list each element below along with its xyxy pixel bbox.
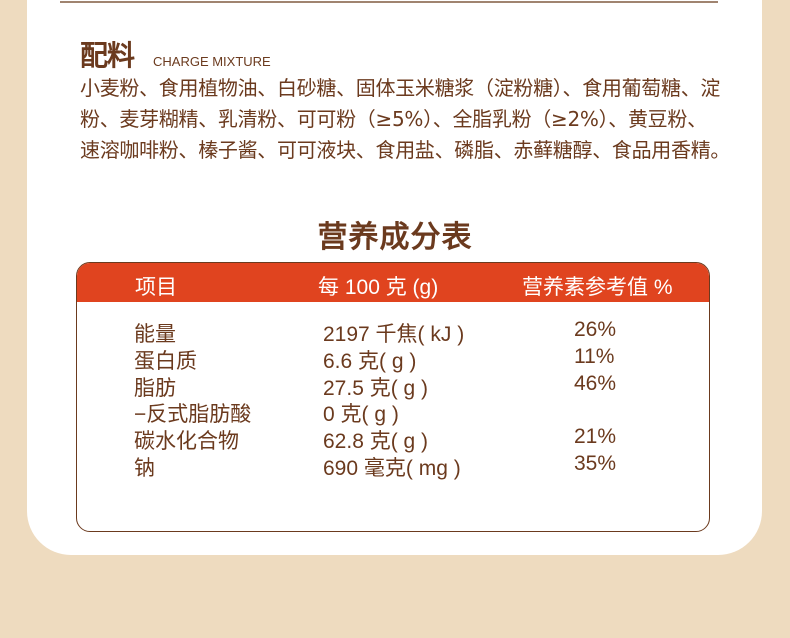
ingredients-title: 配料	[80, 39, 135, 72]
table-row: 钠 690 毫克( mg ) 35%	[77, 452, 709, 480]
ingredients-line: 小麦粉、食用植物油、白砂糖、固体玉米糖浆（淀粉糖）、食用葡萄糖、淀	[80, 76, 721, 100]
nutrient-amount: 2197 千焦( kJ )	[323, 323, 465, 346]
nutrient-amount: 6.6 克( g )	[323, 349, 417, 373]
table-header: 项目 每 100 克 (g) 营养素参考值 %	[77, 263, 709, 302]
ingredients-text: 小麦粉、食用植物油、白砂糖、固体玉米糖浆（淀粉糖）、食用葡萄糖、淀 粉、麦芽糊精…	[80, 73, 730, 166]
nutrient-nrv: 46%	[574, 371, 617, 395]
table-row: 蛋白质 6.6 克( g ) 11%	[77, 344, 709, 373]
nutrient-amount: 27.5 克( g )	[323, 376, 429, 400]
nutrient-name: 钠	[134, 457, 155, 480]
nutrient-amount: 62.8 克( g )	[323, 430, 429, 454]
header-nrv: 营养素参考值 %	[522, 276, 673, 299]
header-per100g: 每 100 克 (g)	[318, 276, 439, 299]
nutrient-name: 脂肪	[134, 376, 176, 400]
ingredients-line: 粉、麦芽糊精、乳清粉、可可粉（≥5%）、全脂乳粉（≥2%）、黄豆粉、	[80, 107, 707, 131]
nutrition-title: 营养成分表	[317, 220, 473, 255]
table-row: 脂肪 27.5 克( g ) 46%	[77, 371, 709, 400]
nutrient-amount: 690 毫克( mg )	[323, 457, 461, 480]
nutrient-nrv: 26%	[574, 318, 617, 341]
nutrient-nrv: 35%	[574, 452, 617, 475]
nutrient-nrv: 11%	[574, 344, 615, 368]
table-row: −反式脂肪酸 0 克( g )	[77, 398, 709, 427]
nutrient-nrv: 21%	[574, 425, 617, 449]
ingredients-line: 速溶咖啡粉、榛子酱、可可液块、食用盐、磷脂、赤藓糖醇、食品用香精。	[80, 138, 731, 162]
ingredients-subtitle: CHARGE MIXTURE	[153, 54, 271, 69]
nutrient-amount: 0 克( g )	[323, 403, 399, 427]
nutrient-name: 蛋白质	[134, 349, 197, 373]
nutrition-table: 项目 每 100 克 (g) 营养素参考值 % 能量 2197 千焦( kJ ) 2…	[76, 262, 710, 532]
table-row: 能量 2197 千焦( kJ ) 26%	[77, 318, 709, 346]
table-row: 碳水化合物 62.8 克( g ) 21%	[77, 425, 709, 454]
nutrient-name: 碳水化合物	[134, 430, 239, 454]
nutrient-name: 能量	[134, 323, 176, 346]
divider	[60, 1, 718, 3]
nutrient-name: −反式脂肪酸	[134, 403, 252, 427]
header-item: 项目	[135, 276, 177, 299]
